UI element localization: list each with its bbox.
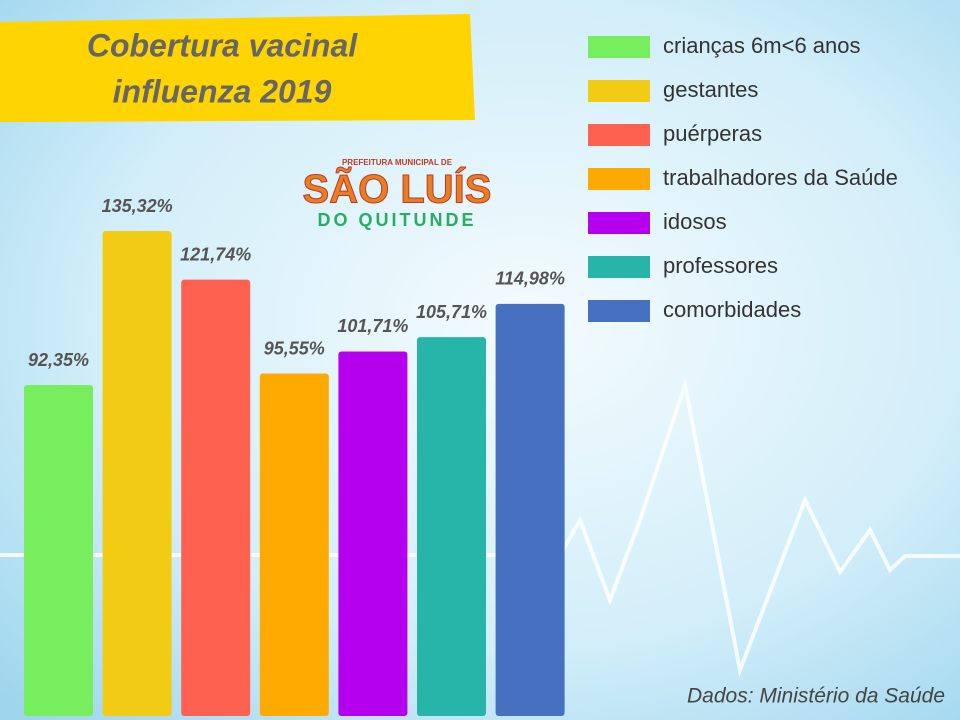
value-label: 114,98% [495,269,565,289]
legend-swatch [588,124,650,146]
legend-swatch [588,168,650,190]
bar [417,337,486,716]
bar [495,303,565,716]
legend-label: crianças 6m<6 anos [663,33,861,58]
legend-swatch [588,256,650,278]
source: Dados: Ministério da Saúde [687,685,945,708]
legend-label: trabalhadores da Saúde [663,165,898,190]
value-label: 105,71% [416,302,487,322]
legend-swatch [588,80,650,102]
bar [24,385,93,716]
legend-swatch [588,212,650,234]
legend-label: comorbidades [663,297,801,322]
logo-top: PREFEITURA MUNICIPAL DE [342,158,453,167]
value-label: 92,35% [28,350,89,370]
title-box [0,14,475,122]
legend-swatch [588,300,650,322]
logo-bottom: DO QUITUNDE [318,210,477,230]
bar [102,231,172,716]
value-label: 121,74% [180,244,251,264]
legend-label: professores [663,253,778,278]
chart-title: influenza 2019 [113,73,332,109]
value-label: 135,32% [102,196,173,216]
legend-label: idosos [663,209,727,234]
bar [338,351,408,716]
bar [259,373,329,716]
legend-label: gestantes [663,77,758,102]
legend-label: puérperas [663,121,762,146]
logo-name: SÃO LUÍS [303,166,492,212]
value-label: 95,55% [264,338,325,358]
ecg-line [0,377,960,678]
bar [181,279,251,716]
chart-title: Cobertura vacinal [87,27,358,63]
value-label: 101,71% [337,316,408,336]
legend-swatch [588,36,650,58]
